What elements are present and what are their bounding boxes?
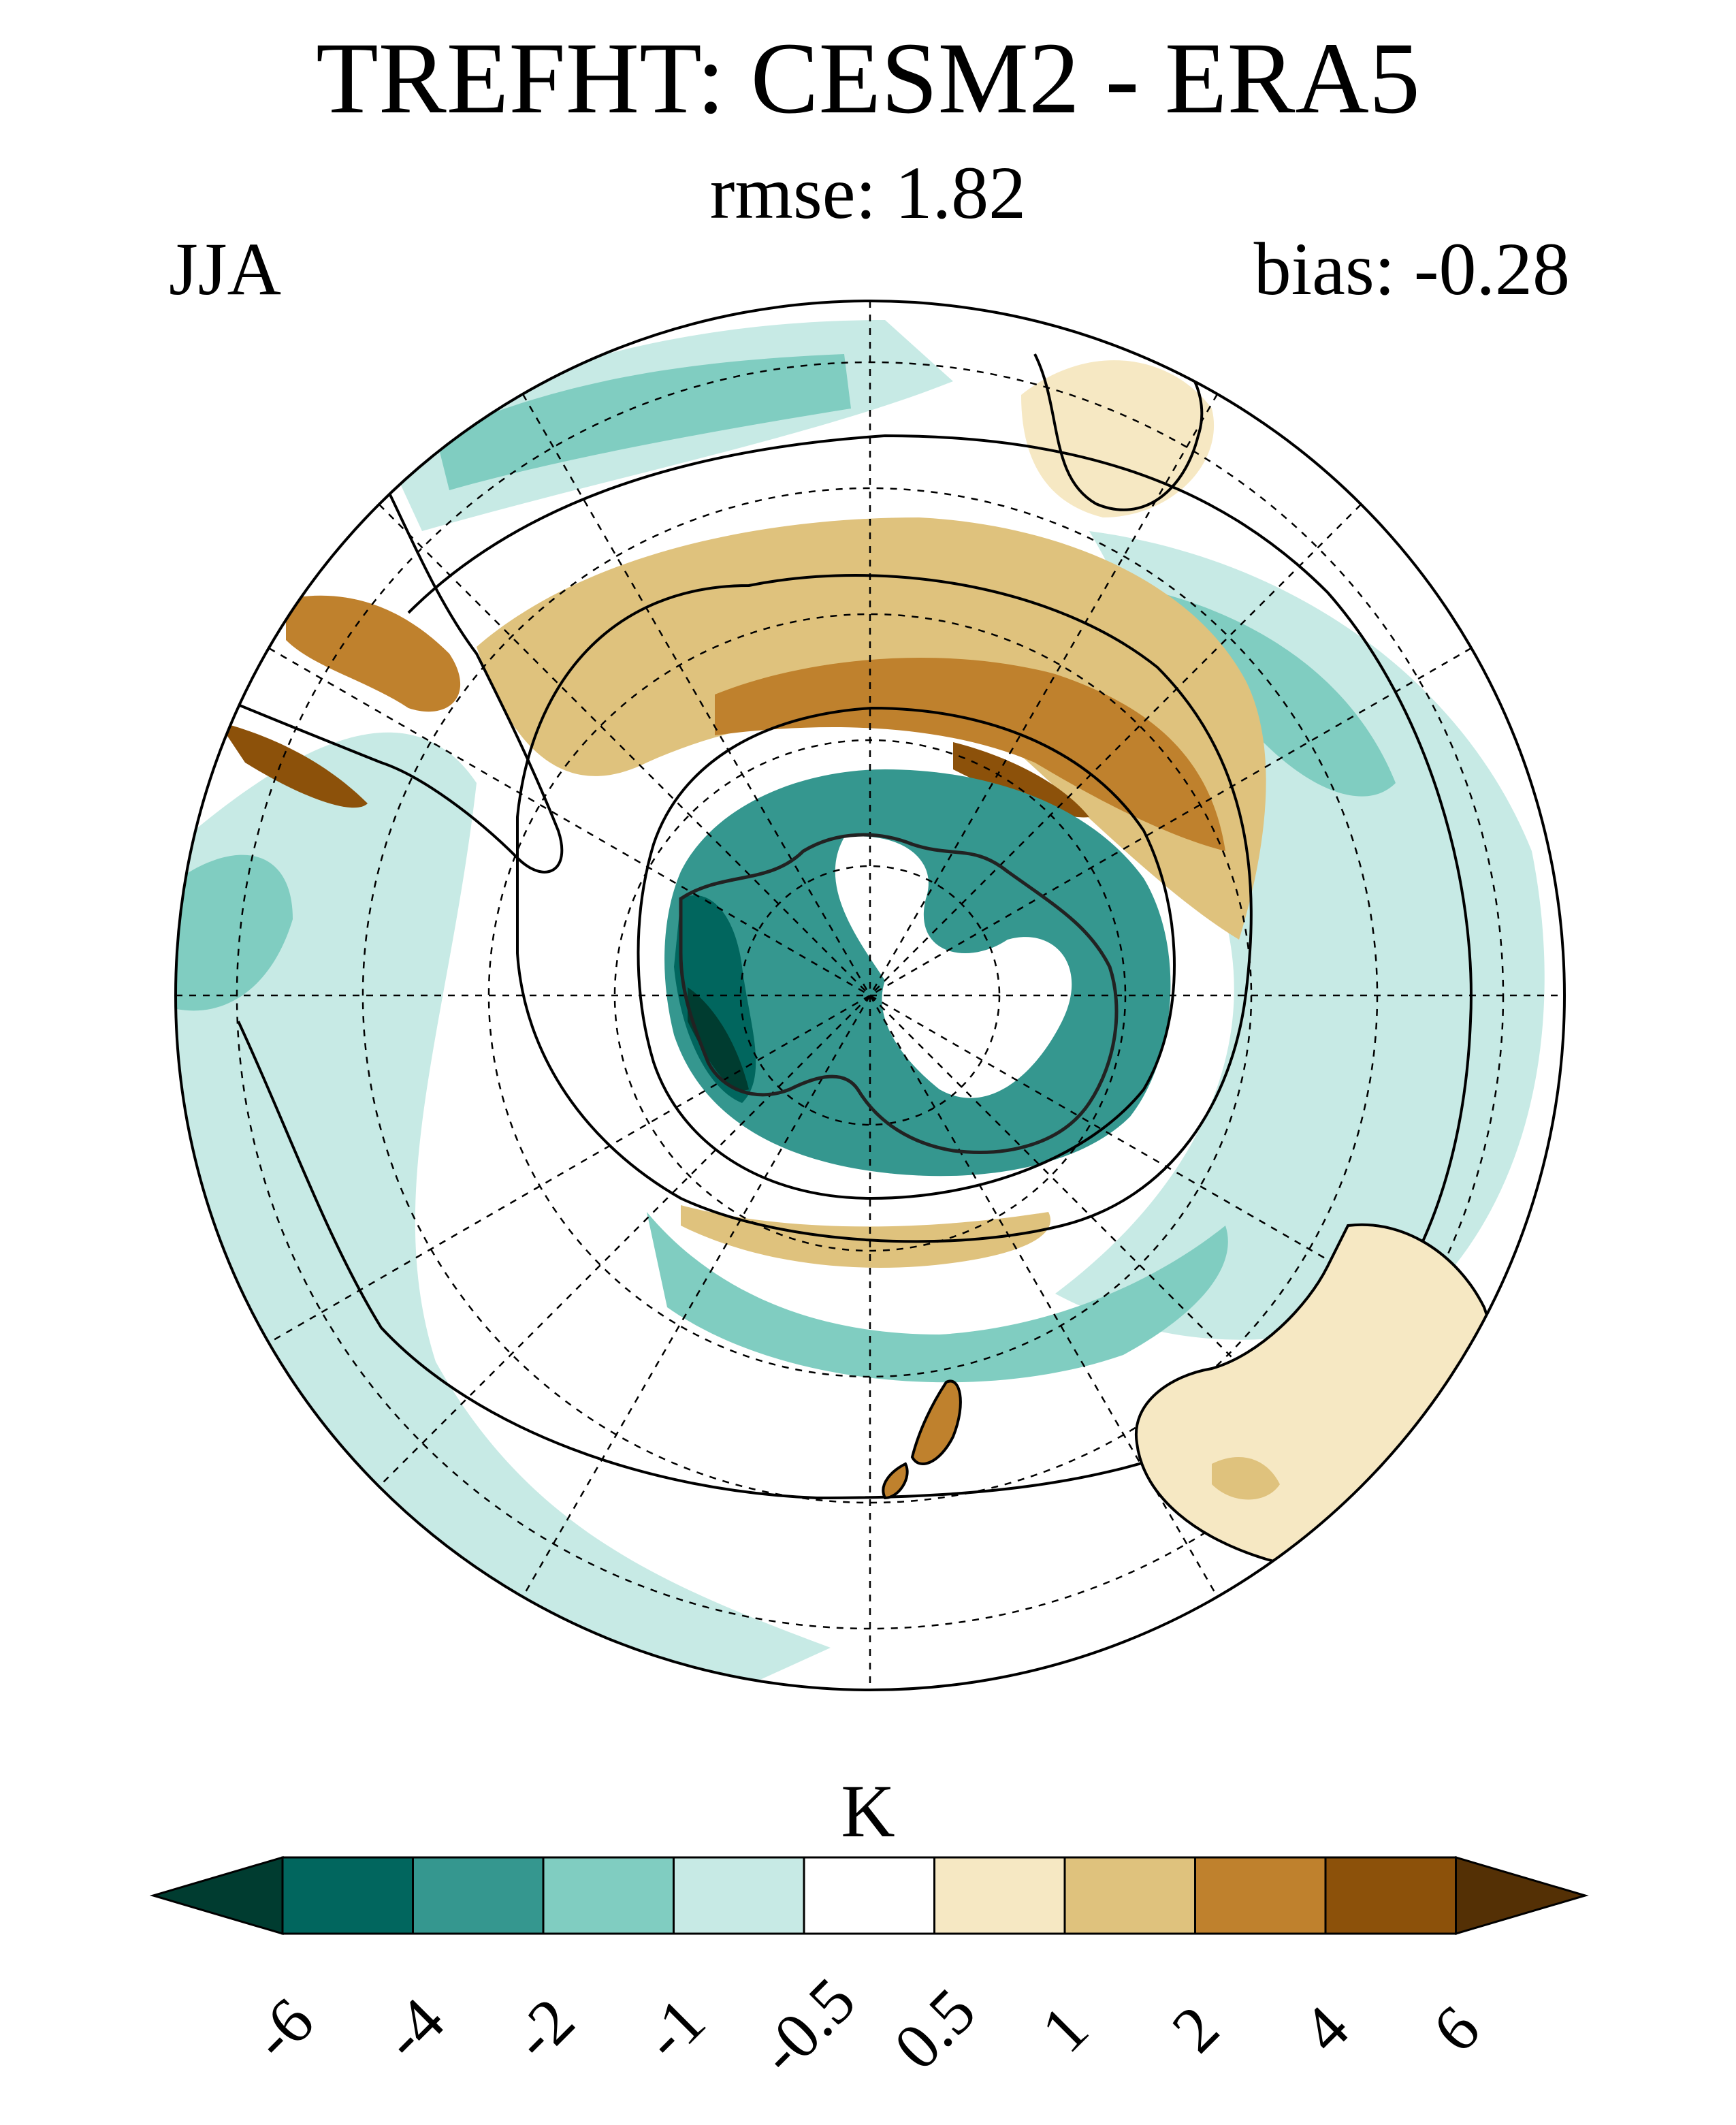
colorbar-swatch [803, 1856, 935, 1935]
plot-title: TREFHT: CESM2 - ERA5 [316, 22, 1420, 135]
anomaly-region-pacific-sector-warm [477, 517, 1266, 940]
colorbar-arrow-high [1455, 1855, 1589, 1936]
bias-label: bias: -0.28 [1253, 227, 1570, 310]
anomaly-region-pacific-sector-warmest [953, 742, 1089, 818]
anomaly-region-pacific-sector-warmer [715, 658, 1225, 851]
colorbar-swatch [673, 1856, 805, 1935]
polar-map [174, 300, 1566, 1691]
colorbar-units-label: K [841, 1770, 895, 1853]
anomaly-region-south-teal [647, 1212, 1228, 1383]
antarctica-peninsula-anomaly [688, 987, 749, 1091]
africa-outline [1033, 339, 1204, 511]
new-zealand-outline [882, 1379, 962, 1500]
australia-interior-anomaly [1212, 1457, 1280, 1500]
contour-lines [237, 434, 1473, 1500]
anomaly-region-southern-warm-ring [681, 1205, 1051, 1268]
anomaly-region-south-america-warm [286, 595, 461, 712]
colorbar-swatch [1324, 1856, 1457, 1935]
colorbar-swatch [412, 1856, 545, 1935]
anomaly-region-east-teal [1055, 531, 1545, 1340]
anomaly-region-north-teal-dark [436, 354, 851, 490]
rmse-label: rmse: 1.82 [709, 151, 1027, 234]
antarctica-coastline [679, 833, 1119, 1154]
colorbar-swatch [281, 1856, 414, 1935]
anomaly-region-africa-warm [1021, 360, 1215, 517]
map-boundary [174, 300, 1566, 1691]
south-america-outline [197, 476, 564, 874]
graticule-meridians [176, 301, 1564, 1690]
colorbar-swatch [542, 1856, 675, 1935]
anomaly-region-south-america-coast [218, 722, 368, 808]
season-label: JJA [169, 227, 282, 310]
colorbar-arrow-low [149, 1855, 284, 1936]
anomaly-region-west-teal-dark [176, 854, 293, 1011]
colorbar-swatch [1063, 1856, 1196, 1935]
colorbar-swatch [933, 1856, 1066, 1935]
colorbar-swatch [1194, 1856, 1327, 1935]
antarctica-plateau-anomaly [835, 836, 1072, 1098]
